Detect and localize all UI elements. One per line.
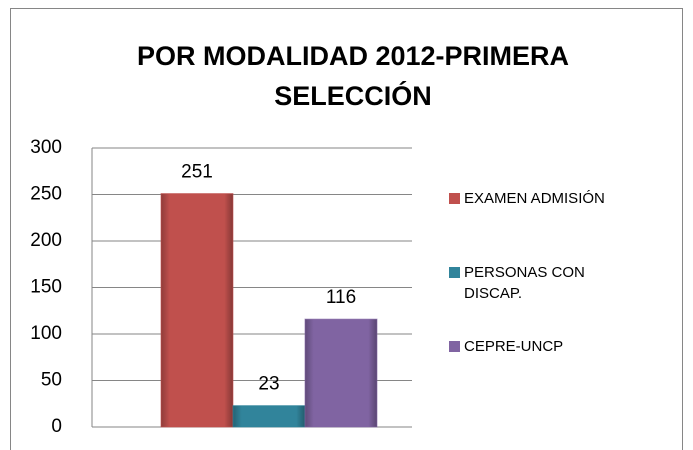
y-tick-label: 100: [30, 323, 62, 344]
y-tick-label: 250: [30, 184, 62, 205]
chart-title: POR MODALIDAD 2012-PRIMERA SELECCIÓN: [136, 41, 570, 111]
data-label: 116: [326, 287, 356, 308]
y-tick-label: 150: [30, 277, 62, 298]
y-tick-label: 200: [30, 230, 62, 251]
chart-frame: [10, 8, 683, 450]
legend-swatch: [449, 267, 460, 278]
y-tick-label: 0: [51, 416, 62, 437]
y-tick-label: 50: [41, 370, 62, 391]
bar: [304, 318, 378, 428]
legend-label: CEPRE-UNCP: [464, 338, 564, 355]
data-label: 251: [181, 162, 213, 183]
data-label: 23: [258, 374, 279, 395]
legend-swatch: [449, 341, 460, 352]
bar: [160, 193, 234, 428]
y-tick-label: 300: [30, 137, 62, 158]
legend-label: PERSONAS CON DISCAP.: [464, 264, 585, 302]
legend-label: EXAMEN ADMISIÓN: [464, 190, 605, 207]
legend-swatch: [449, 193, 460, 204]
bar: [232, 405, 306, 428]
